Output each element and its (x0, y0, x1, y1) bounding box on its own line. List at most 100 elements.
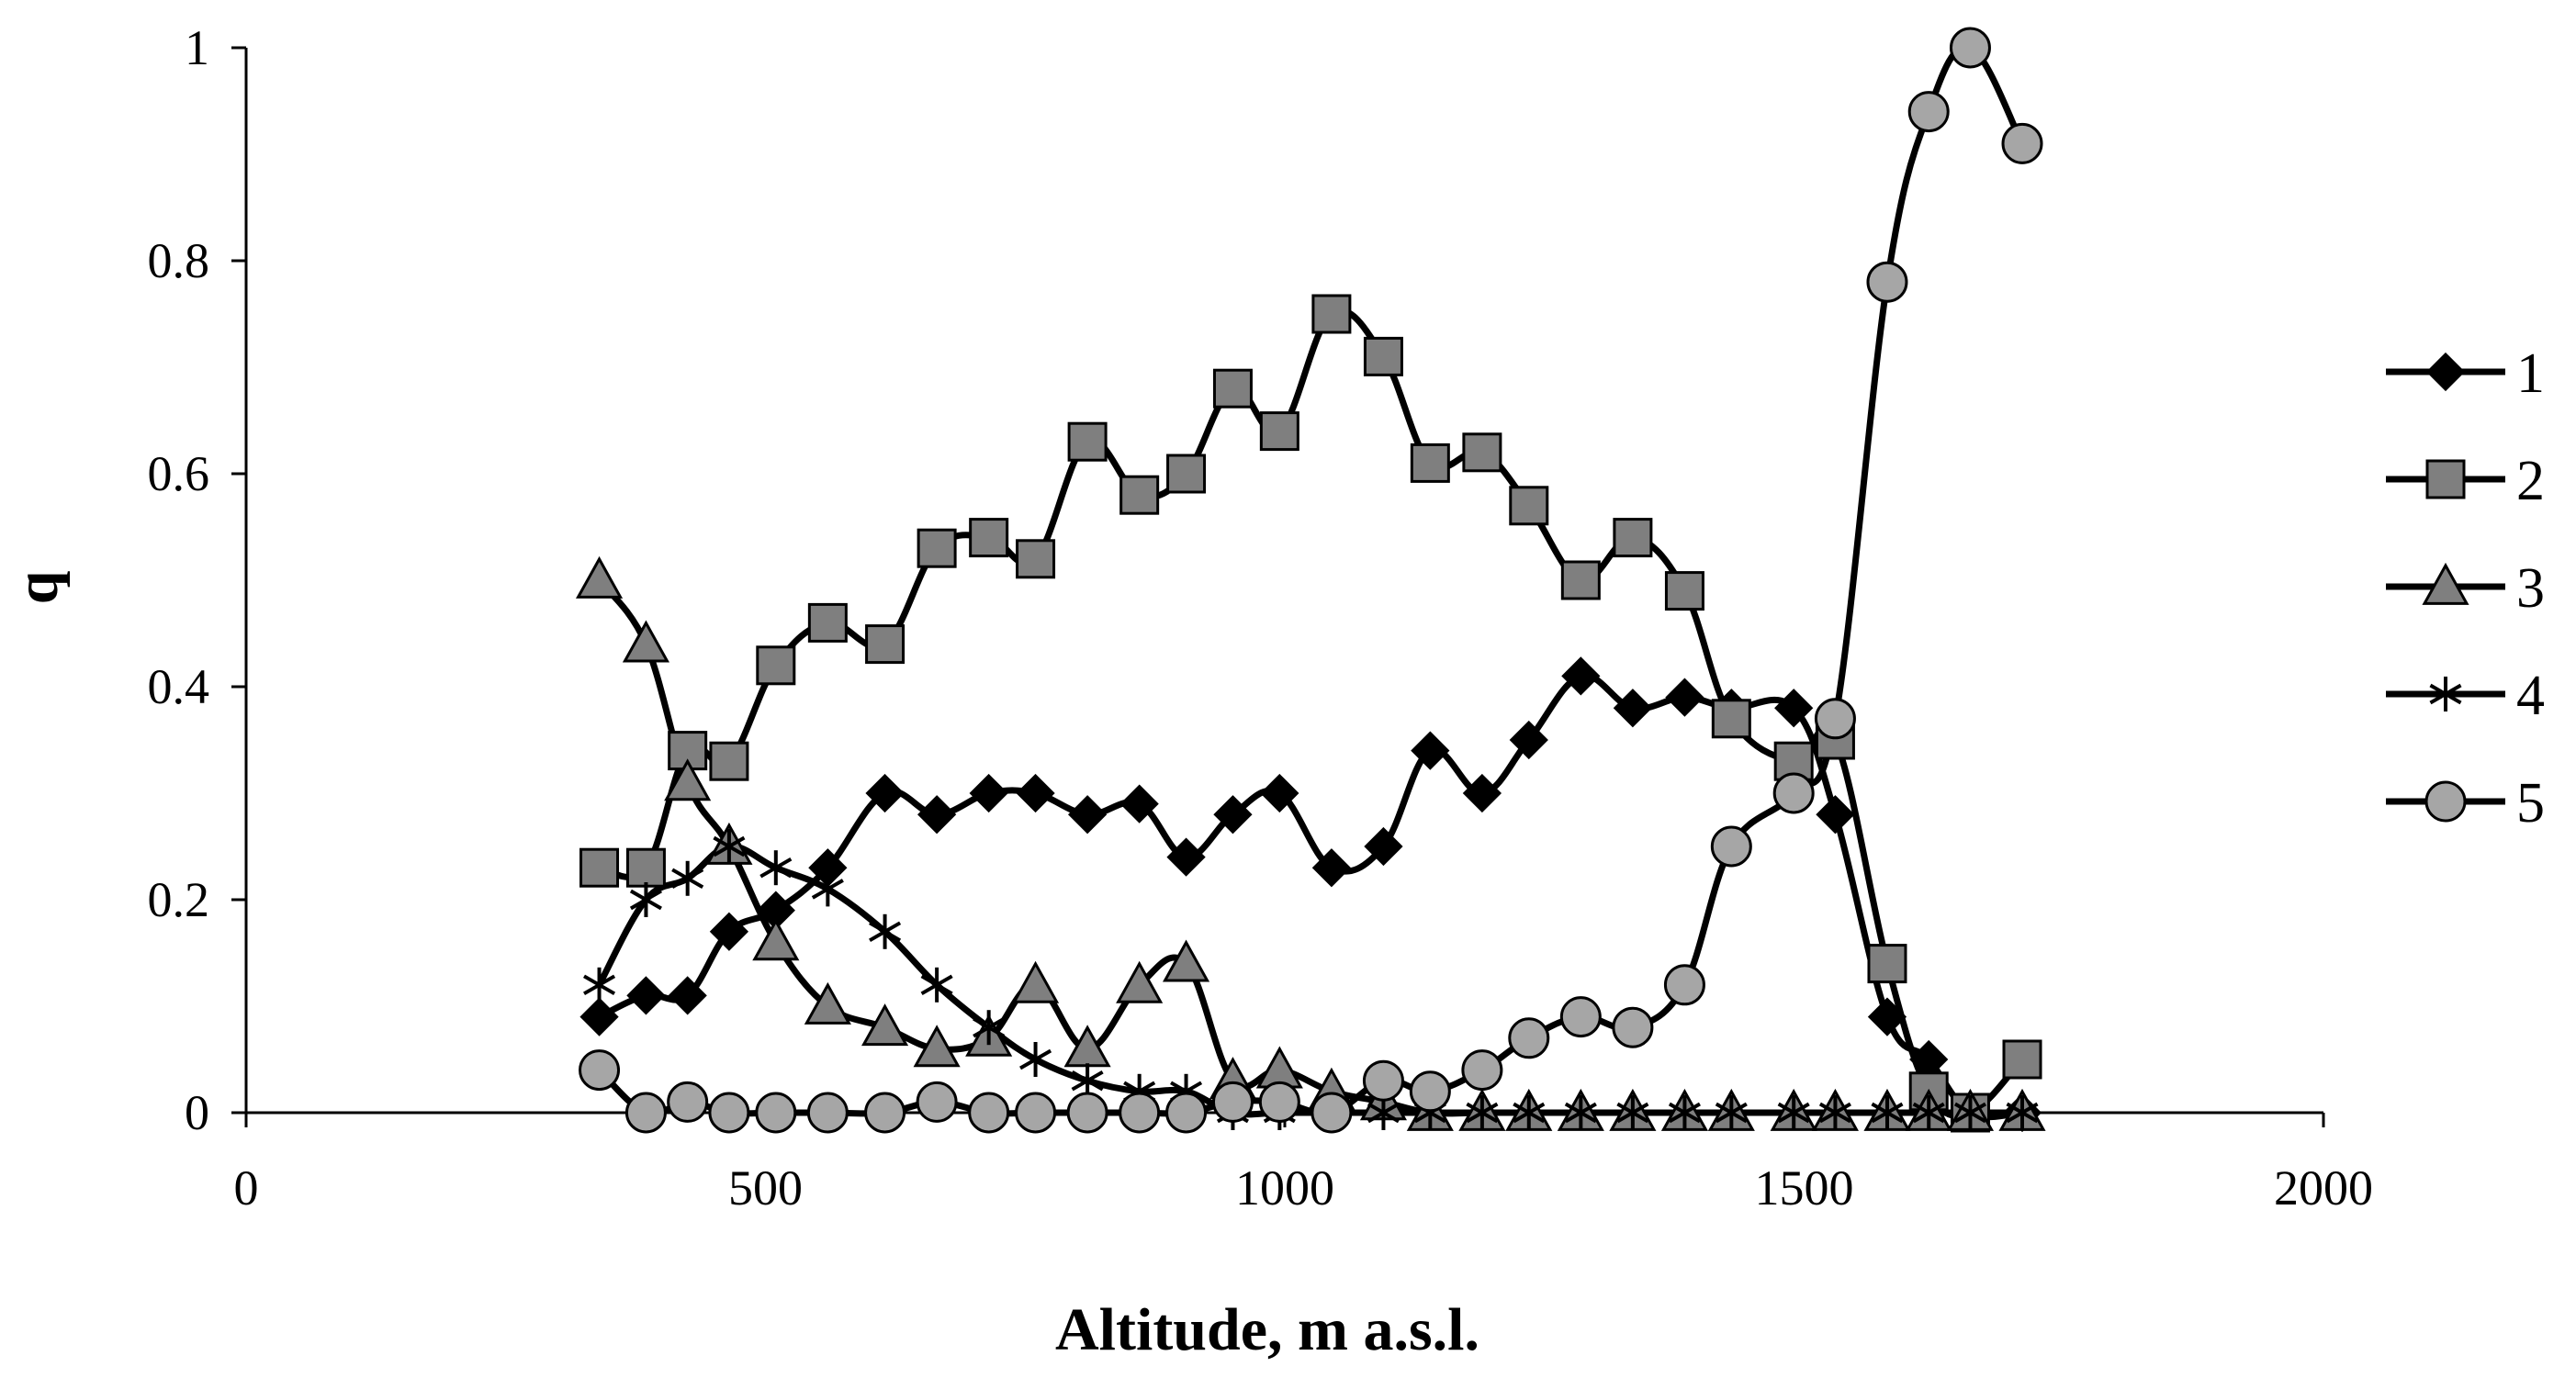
series-1-point (1774, 689, 1814, 728)
series-5-point (1409, 1070, 1451, 1113)
legend-label-2: 2 (2516, 450, 2545, 512)
series-1-point (1016, 773, 1055, 813)
series-1-point (1561, 656, 1601, 696)
series-3-point (861, 1003, 909, 1047)
series-2-point (1509, 486, 1549, 526)
series-2-point (1016, 539, 1056, 579)
series-3-point (804, 981, 851, 1025)
series-5-point (1559, 996, 1602, 1038)
series-2-point (1212, 368, 1253, 409)
series-lines (596, 43, 2026, 1121)
x-axis-title: Altitude, m a.s.l. (1055, 1296, 1479, 1363)
series-2-point (756, 645, 796, 686)
series-4-point (2006, 1095, 2039, 1130)
series-1-point (1665, 678, 1704, 717)
series-4-point (1616, 1095, 1649, 1130)
series-1-point (579, 997, 619, 1036)
series-5-point (1211, 1081, 1254, 1123)
series-1-point (1462, 773, 1502, 813)
series-4-point (1818, 1095, 1851, 1130)
series-5-point (667, 1081, 709, 1123)
series-2-point (1613, 518, 1653, 558)
series-5-point (624, 1092, 667, 1134)
series-5-point (1119, 1092, 1161, 1134)
series-1-point (1816, 795, 1855, 835)
series-1-point (1867, 997, 1907, 1036)
legend-label-3: 3 (2516, 557, 2545, 620)
y-tick-label: 0.6 (148, 446, 210, 501)
x-tick-label: 1000 (1235, 1160, 1334, 1216)
series-4-point (920, 967, 953, 1003)
series-2-point (969, 518, 1009, 558)
series-5-line (597, 43, 2026, 1117)
series-4-point (1953, 1095, 1986, 1130)
series-4-point (713, 829, 746, 864)
series-1-point (668, 976, 707, 1015)
series-5-point (1663, 964, 1705, 1006)
series-5-point (1362, 1059, 1404, 1102)
series-4-point (1777, 1095, 1810, 1130)
series-4-point (671, 860, 704, 896)
legend-label-4: 4 (2516, 665, 2545, 727)
series-3-point (1163, 939, 1210, 982)
series-3-point (752, 918, 800, 961)
series-5-point (1907, 91, 1950, 133)
x-tick-label: 500 (728, 1160, 803, 1216)
series-1-point (1411, 731, 1450, 770)
y-tick-label: 0.2 (148, 872, 210, 927)
y-tick-label: 0.4 (148, 659, 210, 714)
series-1-point (1213, 795, 1253, 835)
y-tick-label: 0 (185, 1085, 209, 1140)
legend-marker-2 (2425, 459, 2466, 499)
series-1-point (865, 773, 905, 813)
series-5-point (1258, 1081, 1300, 1123)
series-2-point (1867, 944, 1907, 984)
series-1-point (1613, 689, 1653, 728)
series-3-point (575, 555, 624, 599)
x-tick-label: 0 (234, 1160, 259, 1216)
series-1-point (1364, 826, 1403, 867)
series-2-point (2002, 1039, 2042, 1080)
x-tick-label: 1500 (1755, 1160, 1854, 1216)
series-2-point (1119, 475, 1160, 515)
y-tick-label: 0.8 (148, 233, 210, 288)
series-4-point (1019, 1042, 1052, 1077)
axes: 0 0.2 0.4 0.6 0.8 1 0 500 1000 1500 2000 (148, 20, 2374, 1216)
y-tick-label: 1 (185, 20, 209, 75)
y-axis-title: q (4, 570, 71, 604)
series-4-point (973, 1010, 1006, 1046)
series-2-point (1311, 294, 1352, 334)
series-5-point (579, 1049, 621, 1092)
series-4-point (583, 967, 616, 1003)
series-5-point (806, 1092, 849, 1134)
series-3-point (664, 758, 712, 801)
series-2-point (865, 624, 906, 665)
series-3-point (1116, 960, 1164, 1003)
series-4-point (869, 913, 902, 949)
series-2-point (1410, 443, 1450, 483)
series-4-point (629, 882, 662, 917)
series-5-point (2001, 122, 2043, 164)
series-5-point (1866, 261, 1908, 303)
series-1-point (1311, 848, 1352, 888)
series-5-point (1508, 1017, 1550, 1059)
series-1-point (969, 773, 1008, 813)
series-2-point (807, 602, 848, 643)
series-5-point (1461, 1049, 1503, 1092)
series-5-point (1772, 772, 1815, 814)
series-2-point (625, 847, 666, 888)
series-5-point (1165, 1092, 1208, 1134)
series-4-point (1912, 1095, 1945, 1130)
legend-label-1: 1 (2516, 342, 2545, 405)
series-1-point (709, 912, 749, 951)
series-2-point (1711, 699, 1751, 739)
legend-marker-4 (2429, 677, 2462, 711)
series-4-point (759, 850, 793, 886)
legend-label-5: 5 (2516, 772, 2545, 835)
legend-marker-5 (2424, 780, 2467, 823)
series-5-point (916, 1081, 958, 1123)
series-2-point (1664, 571, 1704, 611)
series-2-point (709, 741, 749, 781)
series-1-point (1260, 773, 1299, 813)
